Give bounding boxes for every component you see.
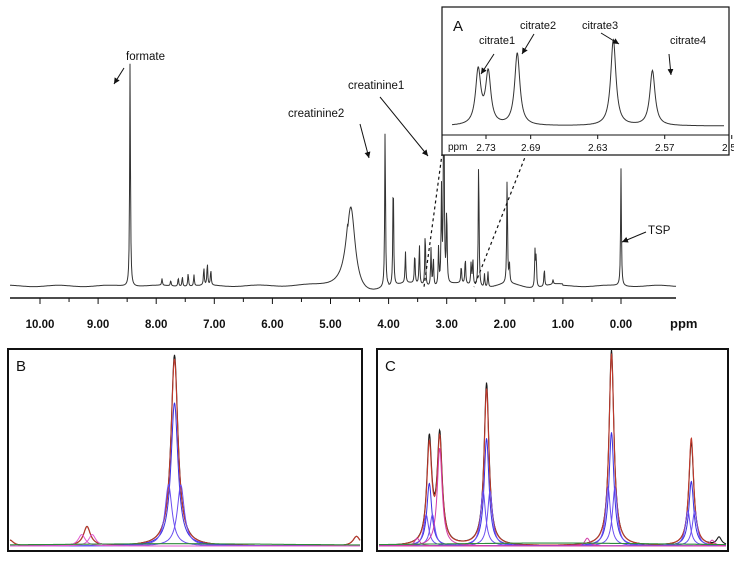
main-x-tick-label: 9.00 — [87, 319, 109, 331]
annotation-arrow — [600, 32, 620, 45]
panel-3-fit-curve — [379, 542, 726, 546]
inset-panel-a: A 2.732.692.632.572.51 ppm citrate1citra… — [441, 6, 734, 156]
panel-b-curves — [9, 354, 361, 547]
panel-a-annotations: citrate1 citrate2 citrate3 citrate4 — [479, 20, 706, 76]
annotation-formate: formate — [126, 51, 165, 63]
panel-b-letter: B — [16, 358, 26, 375]
panel-c-curves — [378, 349, 727, 547]
main-x-tick-label: 6.00 — [261, 319, 283, 331]
annotation-arrow — [113, 67, 125, 85]
panel-a-x-ticks: 2.73 2.69 2.63 2.57 2.51 — [476, 135, 734, 154]
annotation-arrow — [379, 96, 429, 157]
main-x-tick-label: 4.00 — [377, 319, 399, 331]
main-x-tick-label: 2.00 — [494, 319, 516, 331]
annotation-creatinine1: creatinine1 — [348, 80, 404, 92]
annotation-arrow — [480, 53, 495, 75]
annotation-citrate2: citrate2 — [520, 20, 556, 32]
annotation-arrow — [621, 231, 647, 243]
annotation-tsp: TSP — [648, 225, 671, 237]
main-x-axis-label: ppm — [670, 316, 697, 331]
annotation-creatinine2: creatinine2 — [288, 108, 344, 120]
main-x-tick-label: 0.00 — [610, 319, 632, 331]
main-x-tick-label: 10.00 — [26, 319, 55, 331]
main-annotations: formate creatinine2 creatinine1 TSP — [113, 51, 671, 243]
annotation-citrate1: citrate1 — [479, 35, 515, 47]
main-x-tick-label: 5.00 — [319, 319, 341, 331]
panel-a-x-tick-label: 2.63 — [588, 143, 608, 154]
annotation-citrate4: citrate4 — [670, 35, 706, 47]
main-x-ticks: 10.00 9.00 8.00 7.00 6.00 5.00 4.00 3.00 2.00 1.0… — [26, 298, 632, 331]
panel-2-fit-curve — [10, 543, 360, 546]
annotation-arrow — [667, 53, 674, 76]
main-x-tick-label: 8.00 — [145, 319, 167, 331]
panel-a-letter: A — [453, 18, 463, 35]
panel-a-x-tick-label: 2.73 — [476, 143, 496, 154]
annotation-citrate3: citrate3 — [582, 20, 618, 32]
main-spectrum-trace — [10, 63, 677, 290]
zoom-connector-right — [473, 146, 530, 288]
deconvolution-panel-c: C — [376, 348, 729, 552]
panel-a-x-tick-label: 2.51 — [722, 143, 734, 154]
component-peak-curve — [10, 534, 360, 547]
annotation-arrow — [359, 123, 371, 159]
panel-a-trace — [452, 38, 724, 127]
main-x-tick-label: 3.00 — [436, 319, 458, 331]
panel-a-x-tick-label: 2.57 — [655, 143, 675, 154]
main-x-tick-label: 1.00 — [552, 319, 574, 331]
panel-a-x-tick-label: 2.69 — [521, 143, 541, 154]
main-x-tick-label: 7.00 — [203, 319, 225, 331]
component-peak-curve — [379, 539, 726, 547]
deconvolution-panel-b: B — [7, 348, 363, 552]
main-spectrum-panel: 10.00 9.00 8.00 7.00 6.00 5.00 4.00 3.00 2.00 1.0… — [10, 51, 697, 331]
panel-c-letter: C — [385, 358, 396, 375]
panel-a-x-axis-label: ppm — [448, 142, 467, 153]
annotation-arrow — [521, 33, 535, 55]
